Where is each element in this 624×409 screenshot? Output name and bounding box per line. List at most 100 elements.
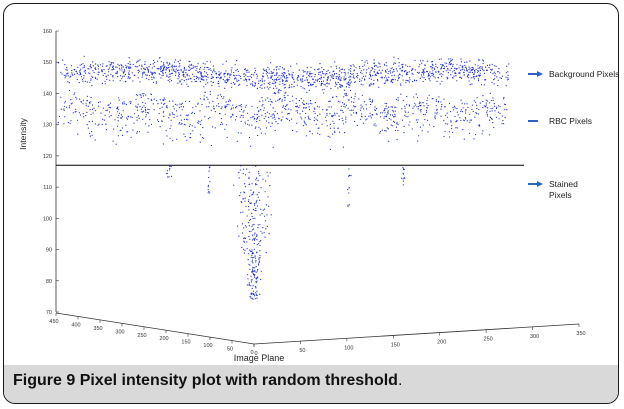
data-point <box>147 108 149 110</box>
data-point <box>437 67 439 69</box>
data-point <box>210 109 212 111</box>
data-point <box>343 78 345 80</box>
data-point <box>303 120 305 122</box>
data-point <box>101 82 103 84</box>
data-point <box>187 119 189 121</box>
data-point <box>329 79 331 81</box>
data-point <box>179 81 181 83</box>
data-point <box>349 79 351 81</box>
data-point <box>196 77 198 79</box>
data-point <box>225 82 227 84</box>
data-point <box>222 63 224 65</box>
data-point <box>183 73 185 76</box>
data-point <box>412 107 414 109</box>
data-point <box>121 127 124 129</box>
data-point <box>228 99 230 101</box>
data-point <box>69 122 71 124</box>
data-point <box>361 113 363 115</box>
data-point <box>478 124 481 126</box>
data-point <box>466 76 468 78</box>
data-point <box>256 235 258 237</box>
data-point <box>267 82 269 84</box>
data-point <box>476 97 478 99</box>
data-point <box>90 78 92 80</box>
data-point <box>116 72 118 74</box>
data-point <box>337 127 339 129</box>
y-tick-label: 150 <box>181 340 190 346</box>
data-point <box>387 111 389 113</box>
data-point <box>63 74 65 76</box>
data-point <box>197 122 199 124</box>
data-point <box>348 86 350 88</box>
data-point <box>426 71 428 73</box>
data-point <box>448 63 450 65</box>
data-point <box>292 100 294 102</box>
data-point <box>317 115 319 117</box>
data-point <box>291 73 293 75</box>
data-point <box>234 75 236 77</box>
data-point <box>68 89 70 92</box>
data-point <box>154 61 156 64</box>
data-point <box>292 129 294 132</box>
data-point <box>299 113 301 115</box>
data-point <box>250 230 252 232</box>
data-point <box>76 98 78 100</box>
data-point <box>329 136 331 138</box>
x-axis-label: Image Plane <box>234 353 285 363</box>
data-point <box>147 71 150 73</box>
data-point <box>158 120 160 123</box>
data-point <box>240 201 242 203</box>
data-point <box>207 118 209 120</box>
data-point <box>247 69 249 71</box>
data-point <box>243 75 245 77</box>
data-point <box>236 74 238 77</box>
data-point <box>291 86 293 88</box>
data-point <box>244 249 246 252</box>
data-point <box>225 60 227 62</box>
data-point <box>388 118 390 120</box>
data-point <box>421 130 423 132</box>
data-point <box>91 120 93 122</box>
data-point <box>192 107 194 109</box>
data-point <box>147 112 150 114</box>
data-point <box>388 76 390 78</box>
data-point <box>239 169 241 171</box>
data-point <box>360 107 362 109</box>
data-point <box>186 75 188 77</box>
data-point <box>435 100 437 102</box>
data-point <box>376 72 378 74</box>
data-point <box>240 103 242 106</box>
data-point <box>503 96 505 99</box>
data-point <box>492 99 494 102</box>
data-point <box>221 106 223 108</box>
data-point <box>360 71 362 74</box>
data-point <box>277 78 279 80</box>
data-point <box>334 130 336 132</box>
data-point <box>63 123 65 125</box>
data-point <box>150 123 153 125</box>
data-point <box>393 69 395 71</box>
data-point <box>203 137 205 139</box>
data-point <box>257 276 259 278</box>
data-point <box>217 74 220 76</box>
data-point <box>328 83 330 85</box>
data-point <box>397 97 399 99</box>
data-point <box>278 92 280 94</box>
data-point <box>263 117 265 120</box>
data-point <box>157 68 159 70</box>
data-point <box>357 75 359 77</box>
data-point <box>60 71 62 73</box>
data-point <box>263 109 265 111</box>
data-point <box>314 69 316 71</box>
data-point <box>445 114 447 116</box>
data-point <box>338 74 340 76</box>
data-point <box>405 64 407 66</box>
data-point <box>462 68 464 70</box>
data-point <box>346 83 348 85</box>
data-point <box>434 77 436 79</box>
data-point <box>450 58 452 60</box>
data-point <box>148 125 150 127</box>
data-point <box>471 108 473 111</box>
data-point <box>138 64 140 66</box>
data-point <box>360 118 362 120</box>
